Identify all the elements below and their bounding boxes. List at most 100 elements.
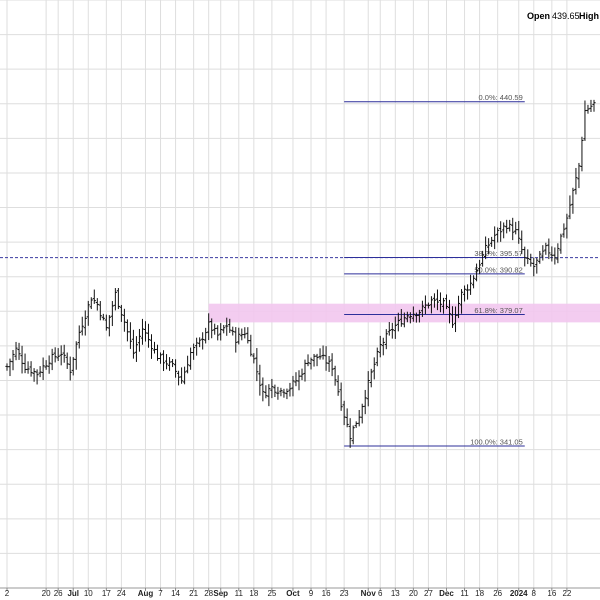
ohlc-bar <box>369 368 373 388</box>
ohlc-bar <box>423 295 428 315</box>
ohlc-bar <box>381 337 385 356</box>
x-tick-label: Sep <box>213 589 228 598</box>
ohlc-bar <box>499 221 503 242</box>
ohlc-bar <box>47 355 51 374</box>
ohlc-bar <box>186 355 190 374</box>
ohlc-bar <box>318 348 322 360</box>
ohlc-bar <box>5 363 9 371</box>
ohlc-bar <box>234 327 238 353</box>
ohlc-bar <box>417 309 421 323</box>
ohlc-bar <box>441 297 446 314</box>
ohlc-bars <box>5 99 596 448</box>
x-tick-label: 6 <box>378 589 383 598</box>
ohlc-bar <box>493 226 497 250</box>
ohlc-bar <box>183 366 187 385</box>
ohlc-bar <box>366 371 370 407</box>
ohlc-bar <box>68 356 72 381</box>
x-tick-label: 26 <box>493 589 502 598</box>
ohlc-bar <box>164 354 169 370</box>
ohlc-bar <box>526 249 530 265</box>
x-tick-label: 16 <box>322 589 331 598</box>
ohlc-bar <box>459 289 464 314</box>
ohlc-bar <box>490 236 494 247</box>
ohlc-bar <box>330 353 334 377</box>
ohlc-bar <box>339 382 343 411</box>
ohlc-bar <box>505 219 509 234</box>
fib-level-label: 100.0%: 341.05 <box>470 438 523 447</box>
ohlc-bar <box>321 345 325 360</box>
ohlc-bar <box>143 321 148 342</box>
ohlc-bar <box>562 223 566 238</box>
ohlc-bar <box>589 99 593 112</box>
ohlc-bar <box>210 318 214 339</box>
ohlc-bar <box>222 324 226 334</box>
ohlc-bar <box>228 318 232 333</box>
ohlc-bar <box>577 162 581 189</box>
ohlc-bar <box>387 322 391 336</box>
ohlc-bar <box>8 358 12 377</box>
ohlc-bar <box>294 372 298 387</box>
ohlc-bar <box>95 298 99 311</box>
ohlc-bar <box>246 327 250 344</box>
fib-level-label: 38.2%: 395.57 <box>474 249 522 258</box>
ohlc-bar <box>523 246 527 267</box>
ohlc-bar <box>231 326 235 336</box>
ohlc-bar <box>333 365 337 386</box>
ohlc-bar <box>11 349 15 371</box>
ohlc-bar <box>351 425 355 445</box>
ohlc-bar <box>261 377 265 402</box>
ohlc-bar <box>291 375 295 397</box>
x-tick-label: 28 <box>204 589 213 598</box>
ohlc-bar <box>384 329 388 350</box>
ohlc-bar <box>559 233 563 254</box>
x-tick-label: 16 <box>547 589 556 598</box>
ohlc-bar <box>152 341 157 354</box>
ohlc-bar <box>354 421 358 428</box>
ohlc-bar <box>580 136 584 172</box>
ohlc-bar <box>511 217 515 241</box>
ohlc-bar <box>225 317 229 336</box>
ohlc-bar <box>170 358 175 368</box>
ohlc-bar <box>468 274 473 295</box>
ohlc-bar <box>345 408 349 428</box>
ohlc-bar <box>62 344 66 363</box>
fib-level-label: 0.0%: 440.59 <box>479 93 523 102</box>
x-axis-ticks: 2 20 26 Jul 10 17 24 Aug 7 14 21 28 Sep 11 18 25 Oct 9 16 2… <box>5 588 572 598</box>
ohlc-bar <box>544 242 548 255</box>
x-tick-label: 18 <box>249 589 258 598</box>
ohlc-bar <box>192 343 196 360</box>
ohlc-bar <box>532 257 536 277</box>
ohlc-bar <box>535 257 539 274</box>
ohlc-bar <box>107 315 111 337</box>
ohlc-bar <box>116 288 120 310</box>
ohlc-bar <box>508 219 512 232</box>
ohlc-bar <box>71 357 75 376</box>
ohlc-bar <box>65 352 69 369</box>
ohlc-bar <box>258 364 262 396</box>
ohlc-bar <box>125 319 130 342</box>
ohlc-bar <box>59 345 63 366</box>
ohlc-bar <box>29 361 33 377</box>
ohlc-bar <box>429 296 434 314</box>
x-tick-label: 18 <box>475 589 484 598</box>
ohlc-bar <box>303 359 307 382</box>
ohlc-bar <box>393 316 397 339</box>
ohlc-bar <box>574 167 578 195</box>
ohlc-bar <box>101 313 105 321</box>
ohlc-bar <box>538 250 542 264</box>
ohlc-bar <box>213 323 217 335</box>
ohlc-bar <box>405 311 409 323</box>
x-tick-label: 22 <box>562 589 571 598</box>
ohlc-bar <box>390 322 394 339</box>
ohlc-bar <box>122 308 126 332</box>
ohlc-bar <box>375 347 379 367</box>
ohlc-bar <box>179 367 184 384</box>
fib-level-label: 50.0%: 390.82 <box>474 265 522 274</box>
x-tick-label: 20 <box>409 589 418 598</box>
x-tick-label: 13 <box>391 589 400 598</box>
ohlc-bar <box>92 289 96 304</box>
ohlc-bar <box>56 348 60 361</box>
ohlc-bar <box>444 294 449 310</box>
open-value: 439.65 <box>552 11 580 21</box>
